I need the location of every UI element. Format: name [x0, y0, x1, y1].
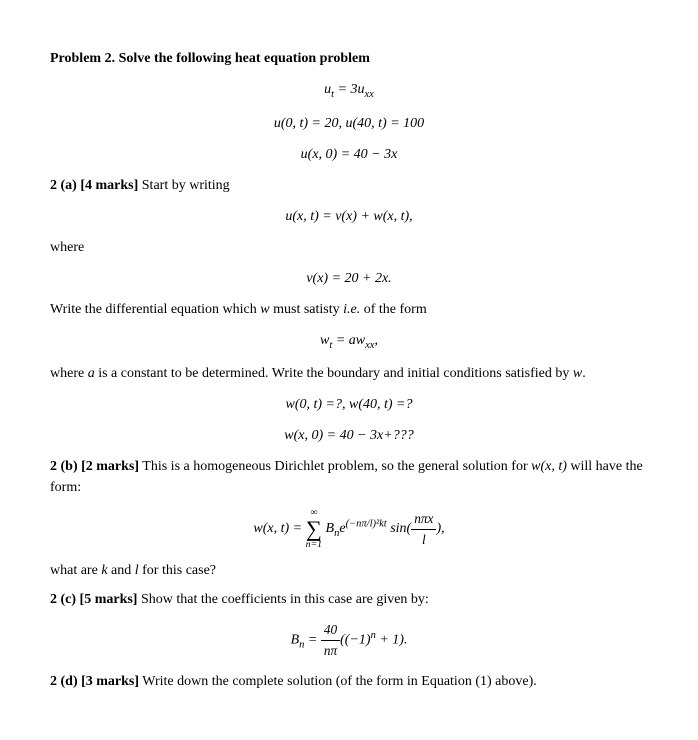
equation-series: w(x, t) = ∞∑n=1 Bne(−nπ/l)²kt sin(nπxl),: [50, 508, 648, 550]
t2b: must satisty: [270, 302, 344, 317]
where-text: where: [50, 237, 648, 258]
ser-exp: (−nπ/l)²kt: [346, 519, 387, 530]
t2ie: i.e.: [343, 302, 360, 317]
ser-frac: nπxl: [411, 509, 436, 550]
t3c: .: [582, 366, 586, 381]
sigma-icon: ∑: [306, 518, 322, 540]
sum-symbol: ∞∑n=1: [306, 508, 322, 550]
equation-w-bc: w(0, t) =?, w(40, t) =?: [50, 394, 648, 415]
part-a-text2: Write the differential equation which w …: [50, 299, 648, 320]
equation-w-ic: w(x, 0) = 40 − 3x+???: [50, 425, 648, 446]
part-c-intro: 2 (c) [5 marks] Show that the coefficien…: [50, 589, 648, 610]
t3w: w: [573, 366, 582, 381]
part-a-text3: where a is a constant to be determined. …: [50, 363, 648, 384]
part-b-intro: 2 (b) [2 marks] This is a homogeneous Di…: [50, 456, 648, 498]
part-a-label: 2 (a) [4 marks]: [50, 178, 138, 193]
problem-title: Problem 2. Solve the following heat equa…: [50, 48, 648, 69]
ser-num: nπx: [411, 509, 436, 530]
wlhs: w: [320, 333, 329, 348]
eq1-rhs: = 3u: [334, 82, 364, 97]
ser-lhs: w(x, t) =: [253, 521, 305, 536]
pb2b: for this case?: [139, 563, 216, 578]
equation-bc: u(0, t) = 20, u(40, t) = 100: [50, 113, 648, 134]
title-text: Problem 2. Solve the following heat equa…: [50, 51, 370, 66]
bn-eq: =: [304, 633, 320, 648]
bn-B: B: [291, 633, 300, 648]
pb2a: what are: [50, 563, 101, 578]
pb-ta: This is a homogeneous Dirichlet problem,…: [139, 459, 531, 474]
pb2and: and: [108, 563, 135, 578]
bn-rhs: ((−1): [340, 633, 370, 648]
t3b: is a constant to be determined. Write th…: [95, 366, 573, 381]
ser-B: B: [322, 521, 334, 536]
pb-tw: w(x, t): [531, 459, 567, 474]
equation-pde: ut = 3uxx: [50, 79, 648, 103]
equation-bn: Bn = 40nπ((−1)n + 1).: [50, 620, 648, 661]
ser-sin: sin(: [387, 521, 412, 536]
wend: ,: [374, 333, 378, 348]
part-b-label: 2 (b) [2 marks]: [50, 459, 139, 474]
t2w: w: [260, 302, 269, 317]
eq1-rhs-sub: xx: [365, 89, 374, 100]
part-d-label: 2 (d) [3 marks]: [50, 674, 139, 689]
pd-text: Write down the complete solution (of the…: [139, 674, 537, 689]
part-b-text2: what are k and l for this case?: [50, 560, 648, 581]
wmid: = aw: [332, 333, 365, 348]
part-a-text: Start by writing: [138, 178, 229, 193]
bn-frac: 40nπ: [321, 620, 340, 661]
equation-ic: u(x, 0) = 40 − 3x: [50, 144, 648, 165]
t2a: Write the differential equation which: [50, 302, 260, 317]
ser-den: l: [411, 530, 436, 550]
t2c: of the form: [360, 302, 426, 317]
ser-close: ),: [436, 521, 444, 536]
sum-bot: n=1: [306, 540, 322, 550]
t3a: where: [50, 366, 88, 381]
bn-rhs2: + 1).: [376, 633, 408, 648]
equation-decomposition: u(x, t) = v(x) + w(x, t),: [50, 206, 648, 227]
pc-text: Show that the coefficients in this case …: [137, 592, 428, 607]
part-d-intro: 2 (d) [3 marks] Write down the complete …: [50, 671, 648, 692]
t3a2: a: [88, 366, 95, 381]
part-a-intro: 2 (a) [4 marks] Start by writing: [50, 175, 648, 196]
bn-num: 40: [321, 620, 340, 641]
bn-den: nπ: [321, 641, 340, 661]
equation-v: v(x) = 20 + 2x.: [50, 268, 648, 289]
equation-w-pde: wt = awxx,: [50, 330, 648, 354]
part-c-label: 2 (c) [5 marks]: [50, 592, 137, 607]
